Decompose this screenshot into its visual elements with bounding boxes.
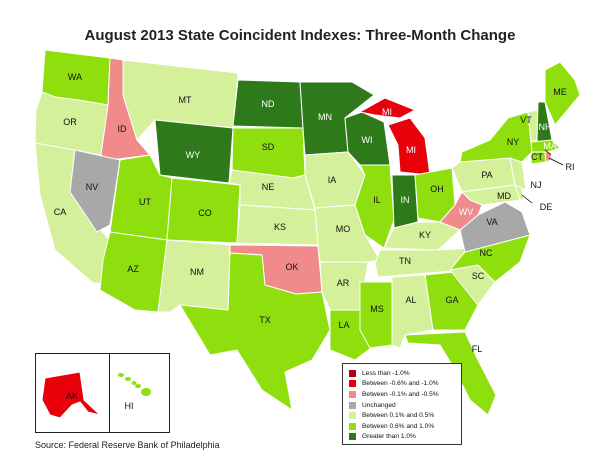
- label-md: MD: [497, 191, 511, 201]
- state-labels: WA OR CA ID NV MT WY UT AZ CO NM ND SD N…: [54, 72, 575, 354]
- legend-label: Less than -1.0%: [362, 369, 410, 377]
- legend-item: Less than -1.0%: [349, 368, 461, 379]
- label-mn: MN: [318, 112, 332, 122]
- label-de: DE: [540, 202, 553, 212]
- label-ny: NY: [507, 137, 520, 147]
- label-nv: NV: [86, 182, 99, 192]
- label-ca: CA: [54, 207, 67, 217]
- legend-item: Between 0.6% and 1.0%: [349, 421, 461, 432]
- label-az: AZ: [127, 264, 139, 274]
- ct-pointer: [544, 149, 552, 156]
- legend-item: Between 0.1% and 0.5%: [349, 410, 461, 421]
- state-me[interactable]: [544, 61, 581, 126]
- legend-swatch: [349, 369, 356, 377]
- legend-label: Between 0.1% and 0.5%: [362, 412, 435, 420]
- label-wy: WY: [186, 150, 201, 160]
- label-mi-up: MI: [382, 107, 392, 117]
- label-ga: GA: [445, 295, 458, 305]
- label-ks: KS: [274, 222, 286, 232]
- label-nh: NH: [539, 122, 552, 132]
- label-wi: WI: [362, 135, 373, 145]
- legend-item: Between -0.6% and -1.0%: [349, 379, 461, 390]
- label-ut: UT: [139, 197, 151, 207]
- legend-swatch: [349, 412, 356, 420]
- legend-item: Between -0.1% and -0.5%: [349, 389, 461, 400]
- label-ok: OK: [285, 262, 298, 272]
- legend: Less than -1.0% Between -0.6% and -1.0% …: [342, 363, 462, 445]
- legend-swatch: [349, 422, 356, 430]
- state-tx[interactable]: [179, 252, 331, 412]
- state-sd[interactable]: [231, 127, 306, 179]
- ri-pointer: [548, 157, 564, 166]
- label-pa: PA: [481, 170, 492, 180]
- state-ms[interactable]: [359, 281, 393, 349]
- label-ky: KY: [419, 230, 431, 240]
- label-ne: NE: [262, 182, 275, 192]
- label-in: IN: [401, 195, 410, 205]
- label-me: ME: [553, 87, 567, 97]
- map-title: August 2013 State Coincident Indexes: Th…: [84, 27, 516, 44]
- legend-label: Between -0.1% and -0.5%: [362, 390, 439, 398]
- label-ak: AK: [66, 391, 78, 401]
- label-tx: TX: [259, 315, 271, 325]
- state-ri[interactable]: [544, 151, 552, 163]
- legend-swatch: [349, 380, 356, 388]
- label-nd: ND: [262, 99, 275, 109]
- label-mo: MO: [336, 224, 351, 234]
- label-ms: MS: [370, 304, 384, 314]
- legend-item: Unchanged: [349, 400, 461, 411]
- label-wv: WV: [459, 207, 474, 217]
- label-sc: SC: [472, 271, 485, 281]
- legend-swatch: [349, 401, 356, 409]
- label-id: ID: [118, 124, 128, 134]
- de-pointer: [521, 194, 533, 204]
- state-nv[interactable]: [69, 149, 121, 233]
- legend-swatch: [349, 390, 356, 398]
- label-co: CO: [198, 208, 212, 218]
- hawaii-inset-frame: [110, 353, 170, 433]
- label-nc: NC: [480, 248, 493, 258]
- label-sd: SD: [262, 142, 275, 152]
- label-tn: TN: [399, 256, 411, 266]
- legend-label: Unchanged: [362, 401, 396, 409]
- label-ar: AR: [337, 278, 350, 288]
- legend-label: Between 0.6% and 1.0%: [362, 422, 435, 430]
- source-note: Source: Federal Reserve Bank of Philadel…: [35, 440, 220, 450]
- label-mi: MI: [406, 145, 416, 155]
- alaska-inset-frame: [35, 353, 110, 433]
- label-vt: VT: [520, 115, 532, 125]
- label-ia: IA: [328, 175, 337, 185]
- state-ma[interactable]: [530, 139, 561, 153]
- state-fl[interactable]: [404, 331, 497, 416]
- state-ak[interactable]: [41, 371, 102, 419]
- label-fl: FL: [472, 344, 483, 354]
- legend-item: Greater than 1.0%: [349, 432, 461, 443]
- label-il: IL: [373, 195, 381, 205]
- legend-swatch: [349, 433, 356, 441]
- label-va: VA: [486, 217, 497, 227]
- label-al: AL: [405, 295, 416, 305]
- legend-label: Between -0.6% and -1.0%: [362, 380, 439, 388]
- label-mt: MT: [179, 95, 192, 105]
- label-la: LA: [338, 320, 349, 330]
- label-wa: WA: [68, 72, 82, 82]
- label-nj: NJ: [531, 180, 542, 190]
- state-hi[interactable]: [118, 373, 151, 396]
- label-ri: RI: [566, 162, 575, 172]
- label-ct: CT: [531, 152, 543, 162]
- state-il[interactable]: [354, 164, 395, 249]
- label-ma: MA: [543, 141, 557, 151]
- label-oh: OH: [430, 184, 444, 194]
- label-hi: HI: [125, 401, 134, 411]
- label-nm: NM: [190, 267, 204, 277]
- legend-label: Greater than 1.0%: [362, 433, 416, 441]
- label-or: OR: [63, 117, 77, 127]
